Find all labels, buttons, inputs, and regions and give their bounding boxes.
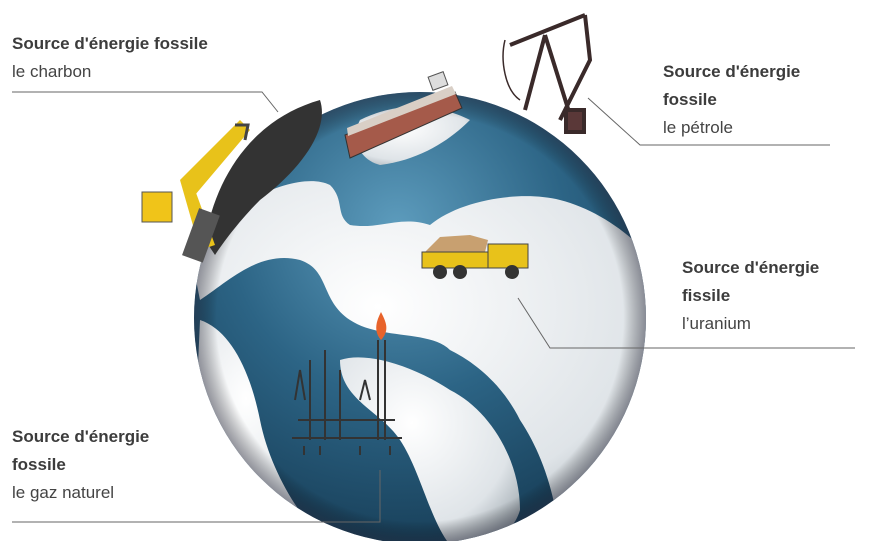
- leader-line: [517, 297, 855, 349]
- label-title: Source d'énergie fossile: [12, 34, 208, 53]
- label-subtitle: le gaz naturel: [12, 483, 115, 502]
- dump-truck: [421, 235, 529, 279]
- label: Source d'énergie fossile le charbon: [12, 30, 312, 86]
- leader-line: [587, 97, 830, 146]
- tanker-ship: [344, 71, 463, 159]
- label-subtitle: l’uranium: [682, 314, 751, 333]
- label-subtitle: le charbon: [12, 62, 92, 81]
- leader-lines: [12, 91, 855, 523]
- label-title: Source d'énergie fossile: [12, 427, 150, 474]
- label: Source d'énergie fissile l’uranium: [682, 254, 867, 338]
- label-title: Source d'énergie fissile: [682, 258, 820, 305]
- label: Source d'énergie fossile le gaz naturel: [12, 423, 202, 507]
- leader-line: [12, 470, 381, 523]
- oil-pump: [502, 13, 593, 134]
- globe: [194, 92, 646, 541]
- gas-rig: [292, 312, 402, 455]
- label: Source d'énergie fossile le pétrole: [663, 58, 853, 142]
- coal-excavator: [141, 100, 322, 263]
- label-title: Source d'énergie fossile: [663, 62, 801, 109]
- leader-line: [12, 91, 279, 113]
- label-subtitle: le pétrole: [663, 118, 733, 137]
